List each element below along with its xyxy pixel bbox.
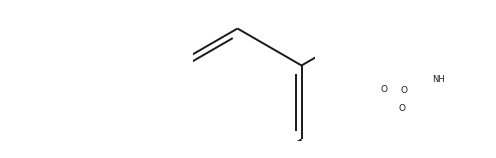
Text: O: O (401, 85, 408, 94)
Text: NH: NH (433, 75, 445, 84)
Text: O: O (381, 85, 388, 94)
Text: O: O (398, 104, 405, 113)
